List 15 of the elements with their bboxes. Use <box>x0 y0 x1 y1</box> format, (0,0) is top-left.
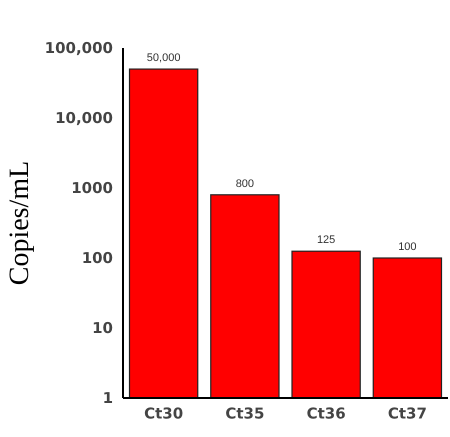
y-tick-label: 1 <box>102 388 113 407</box>
x-tick-label: Ct30 <box>144 404 184 423</box>
y-tick-label: 10,000 <box>55 108 113 127</box>
y-tick-label: 100 <box>82 248 113 267</box>
y-axis-title: Copies/mL <box>4 160 35 286</box>
y-tick-label: 10 <box>92 318 113 337</box>
x-tick-label: Ct37 <box>388 404 427 423</box>
data-label: 125 <box>316 234 336 246</box>
data-label: 50,000 <box>146 52 180 64</box>
y-tick-label: 100,000 <box>44 38 113 57</box>
data-label: 100 <box>398 241 417 253</box>
data-label: 800 <box>236 178 254 190</box>
x-tick-label: Ct35 <box>225 404 264 423</box>
y-tick-label: 1000 <box>71 178 113 197</box>
x-tick-label: Ct36 <box>306 404 346 423</box>
